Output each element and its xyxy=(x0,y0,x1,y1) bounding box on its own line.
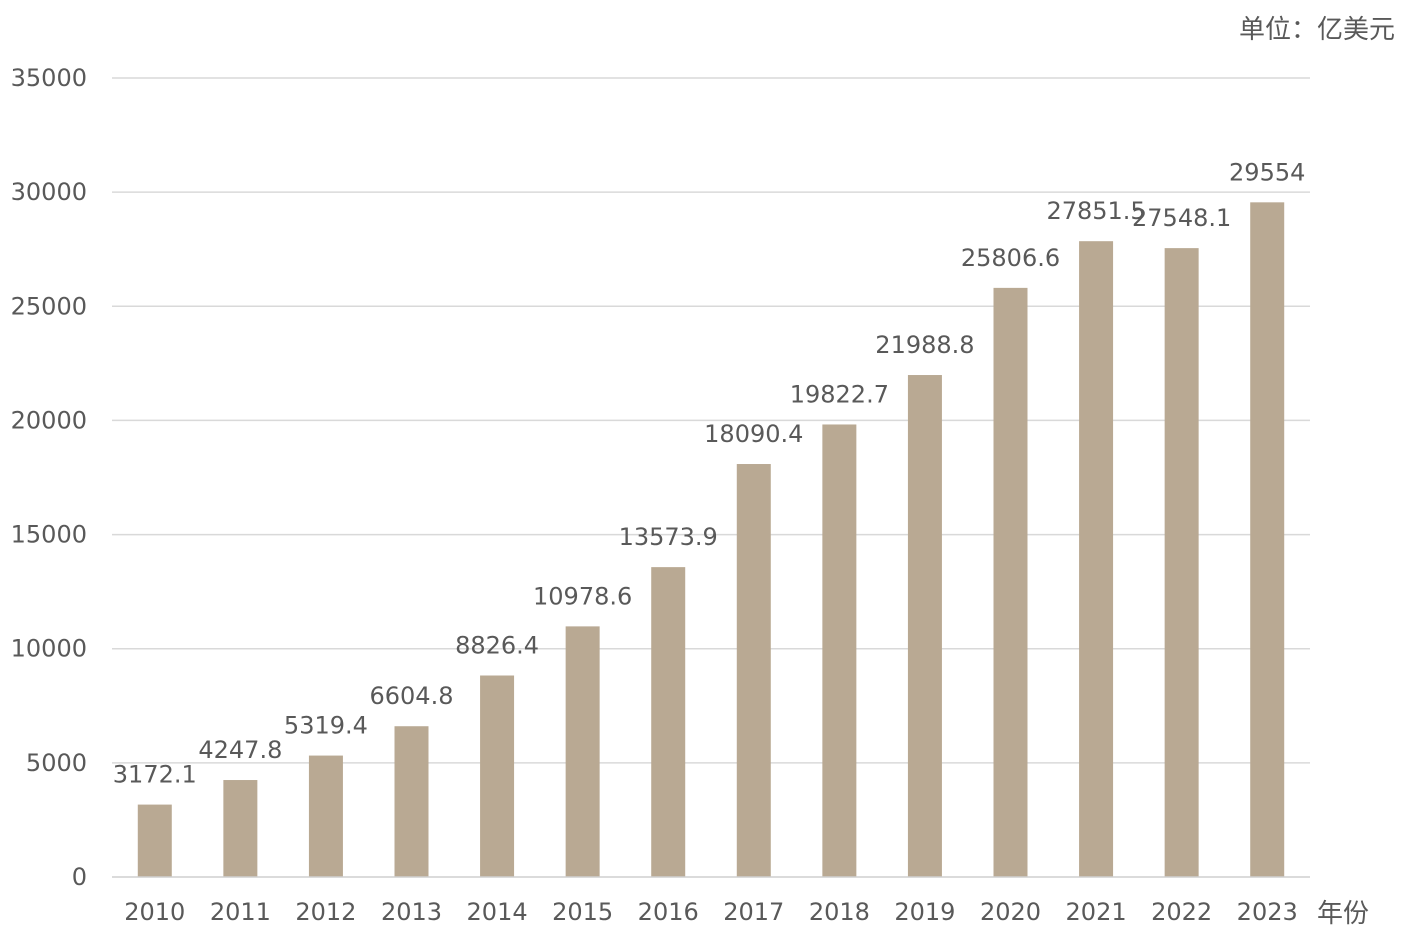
bar-2013 xyxy=(394,726,429,877)
y-tick-label: 10000 xyxy=(11,635,87,663)
data-label-2010: 3172.1 xyxy=(113,761,197,789)
y-tick-label: 0 xyxy=(72,863,87,891)
x-tick-label-2020: 2020 xyxy=(980,898,1041,926)
data-label-2018: 19822.7 xyxy=(790,380,889,408)
data-label-2020: 25806.6 xyxy=(961,244,1060,272)
x-tick-label-2015: 2015 xyxy=(552,898,613,926)
bar-2010 xyxy=(137,804,172,877)
x-tick-label-2011: 2011 xyxy=(210,898,271,926)
x-tick-label-2010: 2010 xyxy=(124,898,185,926)
x-tick-label-2014: 2014 xyxy=(467,898,528,926)
data-label-2016: 13573.9 xyxy=(619,523,718,551)
data-label-2011: 4247.8 xyxy=(198,736,282,764)
data-label-2023: 29554 xyxy=(1229,158,1305,186)
bar-2021 xyxy=(1079,241,1114,877)
x-tick-label-2013: 2013 xyxy=(381,898,442,926)
y-tick-label: 5000 xyxy=(26,749,87,777)
x-tick-label-2019: 2019 xyxy=(894,898,955,926)
x-tick-label-2023: 2023 xyxy=(1237,898,1298,926)
y-tick-label: 30000 xyxy=(11,178,87,206)
data-label-2014: 8826.4 xyxy=(455,632,539,660)
data-label-2022: 27548.1 xyxy=(1132,204,1231,232)
bar-2022 xyxy=(1164,248,1199,878)
gridlines xyxy=(112,77,1310,764)
x-tick-label-2012: 2012 xyxy=(295,898,356,926)
data-label-2012: 5319.4 xyxy=(284,712,368,740)
x-axis-label: 年份 xyxy=(1317,899,1369,929)
data-label-2019: 21988.8 xyxy=(875,331,974,359)
data-label-2015: 10978.6 xyxy=(533,582,632,610)
x-tick-label-2016: 2016 xyxy=(638,898,699,926)
data-label-2017: 18090.4 xyxy=(704,420,803,448)
y-tick-label: 25000 xyxy=(11,292,87,320)
x-tick-label-2018: 2018 xyxy=(809,898,870,926)
y-tick-label: 35000 xyxy=(11,64,87,92)
bar-2023 xyxy=(1250,202,1285,877)
bar-2020 xyxy=(993,287,1028,877)
x-tick-label-2021: 2021 xyxy=(1066,898,1127,926)
bar-2019 xyxy=(907,375,942,877)
bar-2016 xyxy=(651,567,686,877)
data-label-2021: 27851.5 xyxy=(1046,197,1145,225)
bar-2017 xyxy=(736,464,771,877)
bar-2012 xyxy=(308,755,343,877)
unit-label: 单位：亿美元 xyxy=(1239,15,1395,45)
x-axis-ticks: 2010 2011 2012 2013 2014 2015 2016 2017 2018 2019… xyxy=(124,898,1298,926)
bars xyxy=(137,202,1285,878)
y-axis-ticks: 0 5000 10000 15000 20000 25000 30000 35000 xyxy=(11,64,87,891)
x-tick-label-2017: 2017 xyxy=(723,898,784,926)
bar-2018 xyxy=(822,424,857,877)
x-tick-label-2022: 2022 xyxy=(1151,898,1212,926)
bar-2011 xyxy=(223,780,258,877)
y-tick-label: 15000 xyxy=(11,521,87,549)
bar-2014 xyxy=(480,675,515,877)
y-tick-label: 20000 xyxy=(11,406,87,434)
bar-2015 xyxy=(565,626,600,877)
data-label-2013: 6604.8 xyxy=(370,682,454,710)
